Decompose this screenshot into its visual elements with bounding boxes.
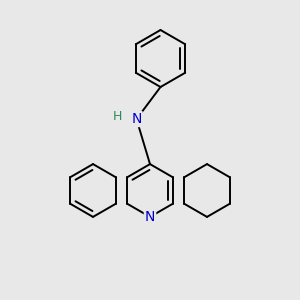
Text: H: H (112, 110, 122, 124)
Text: N: N (145, 210, 155, 224)
Text: N: N (131, 112, 142, 126)
